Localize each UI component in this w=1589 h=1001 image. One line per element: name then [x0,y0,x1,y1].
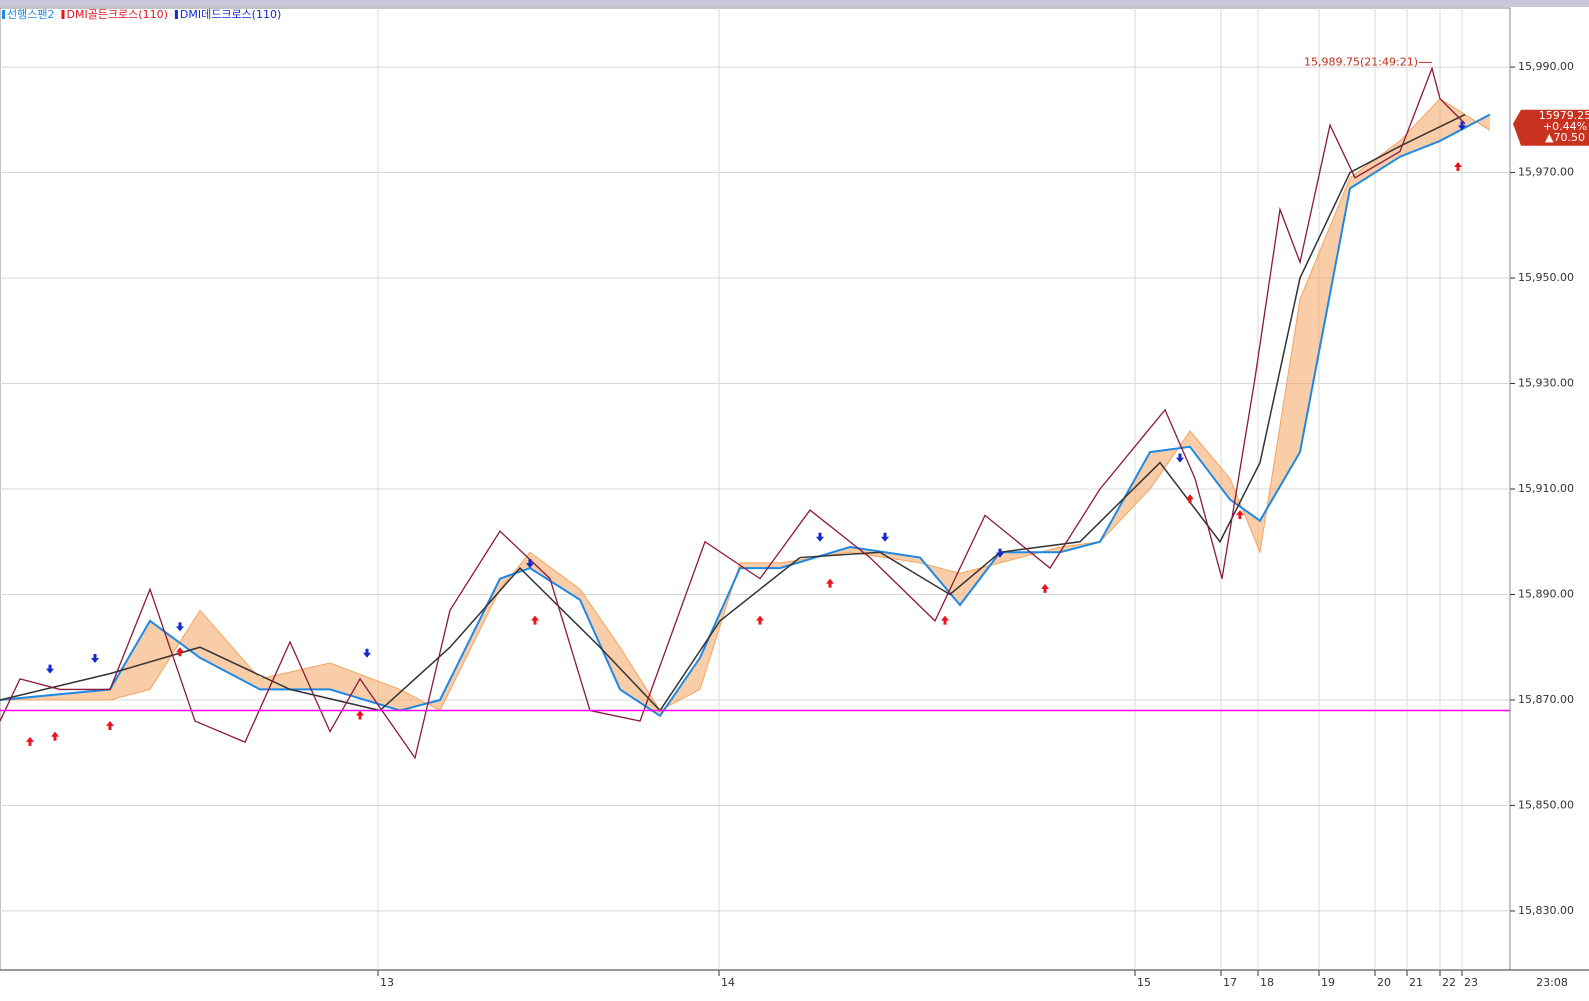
x-tick-label: 22 [1442,976,1456,989]
y-tick-label: 15,890.00 [1518,587,1574,600]
y-tick-label: 15,950.00 [1518,271,1574,284]
high-annotation: 15,989.75(21:49:21) [1304,55,1418,68]
legend-label: DMI데드크로스(110) [180,8,281,21]
dead-cross-arrow [91,654,99,664]
golden-cross-arrow [1454,162,1462,172]
golden-cross-arrow [1041,583,1049,593]
y-tick-label: 15,910.00 [1518,482,1574,495]
y-tick-label: 15,970.00 [1518,166,1574,179]
x-tick-label: 17 [1223,976,1237,989]
dead-cross-arrow [881,532,889,542]
y-tick-label: 15,830.00 [1518,904,1574,917]
golden-cross-arrow [356,710,364,720]
golden-cross-arrow [941,615,949,625]
dead-cross-arrow [1458,121,1466,131]
legend-swatch [61,10,65,19]
x-tick-label: 20 [1377,976,1391,989]
last-time-label: 23:08 [1536,976,1568,989]
dead-cross-arrow [363,648,371,658]
y-tick-label: 15,850.00 [1518,798,1574,811]
plot: 15,830.00 15,850.00 15,870.00 15,890.00 15,9… [0,8,1574,989]
price-box-text: ▲70.50 [1545,131,1585,144]
x-tick-label: 15 [1137,976,1151,989]
x-tick-label: 23 [1464,976,1478,989]
price-line [0,66,1466,760]
dead-cross-arrow [996,548,1004,558]
y-tick-label: 15,870.00 [1518,693,1574,706]
golden-cross-arrow [1186,494,1194,504]
dead-cross-arrow [1176,453,1184,463]
legend-swatch [174,10,178,19]
dead-cross-arrow [176,622,184,632]
span-b-line [0,113,1491,718]
dead-cross-arrow [816,532,824,542]
legend-swatch [2,10,5,19]
golden-cross-arrow [26,736,34,746]
legend-label: 선행스팬2 [7,8,54,21]
base-line [0,113,1466,712]
dead-cross-arrow [46,664,54,674]
x-tick-label: 18 [1260,976,1274,989]
x-tick-label: 14 [721,976,735,989]
golden-cross-arrow [106,721,114,731]
x-tick-label: 21 [1409,976,1423,989]
x-tick-label: 13 [380,976,394,989]
price-box [1513,109,1589,146]
golden-cross-arrow [1236,510,1244,520]
golden-cross-arrow [51,731,59,741]
y-tick-label: 15,930.00 [1518,377,1574,390]
top-bar [0,0,1589,7]
price-box-text: 15979.25 [1539,109,1589,122]
span-a-line [0,98,1491,712]
legend-label: DMI골든크로스(110) [66,8,167,21]
y-tick-label: 15,990.00 [1518,60,1574,73]
golden-cross-arrow [826,578,834,588]
golden-cross-arrow [756,615,764,625]
price-box-text: +0.44% [1543,120,1587,133]
dead-cross-arrow [526,559,534,569]
cloud-area [0,98,1490,716]
golden-cross-arrow [176,647,184,657]
golden-cross-arrow [531,615,539,625]
x-tick-label: 19 [1321,976,1335,989]
